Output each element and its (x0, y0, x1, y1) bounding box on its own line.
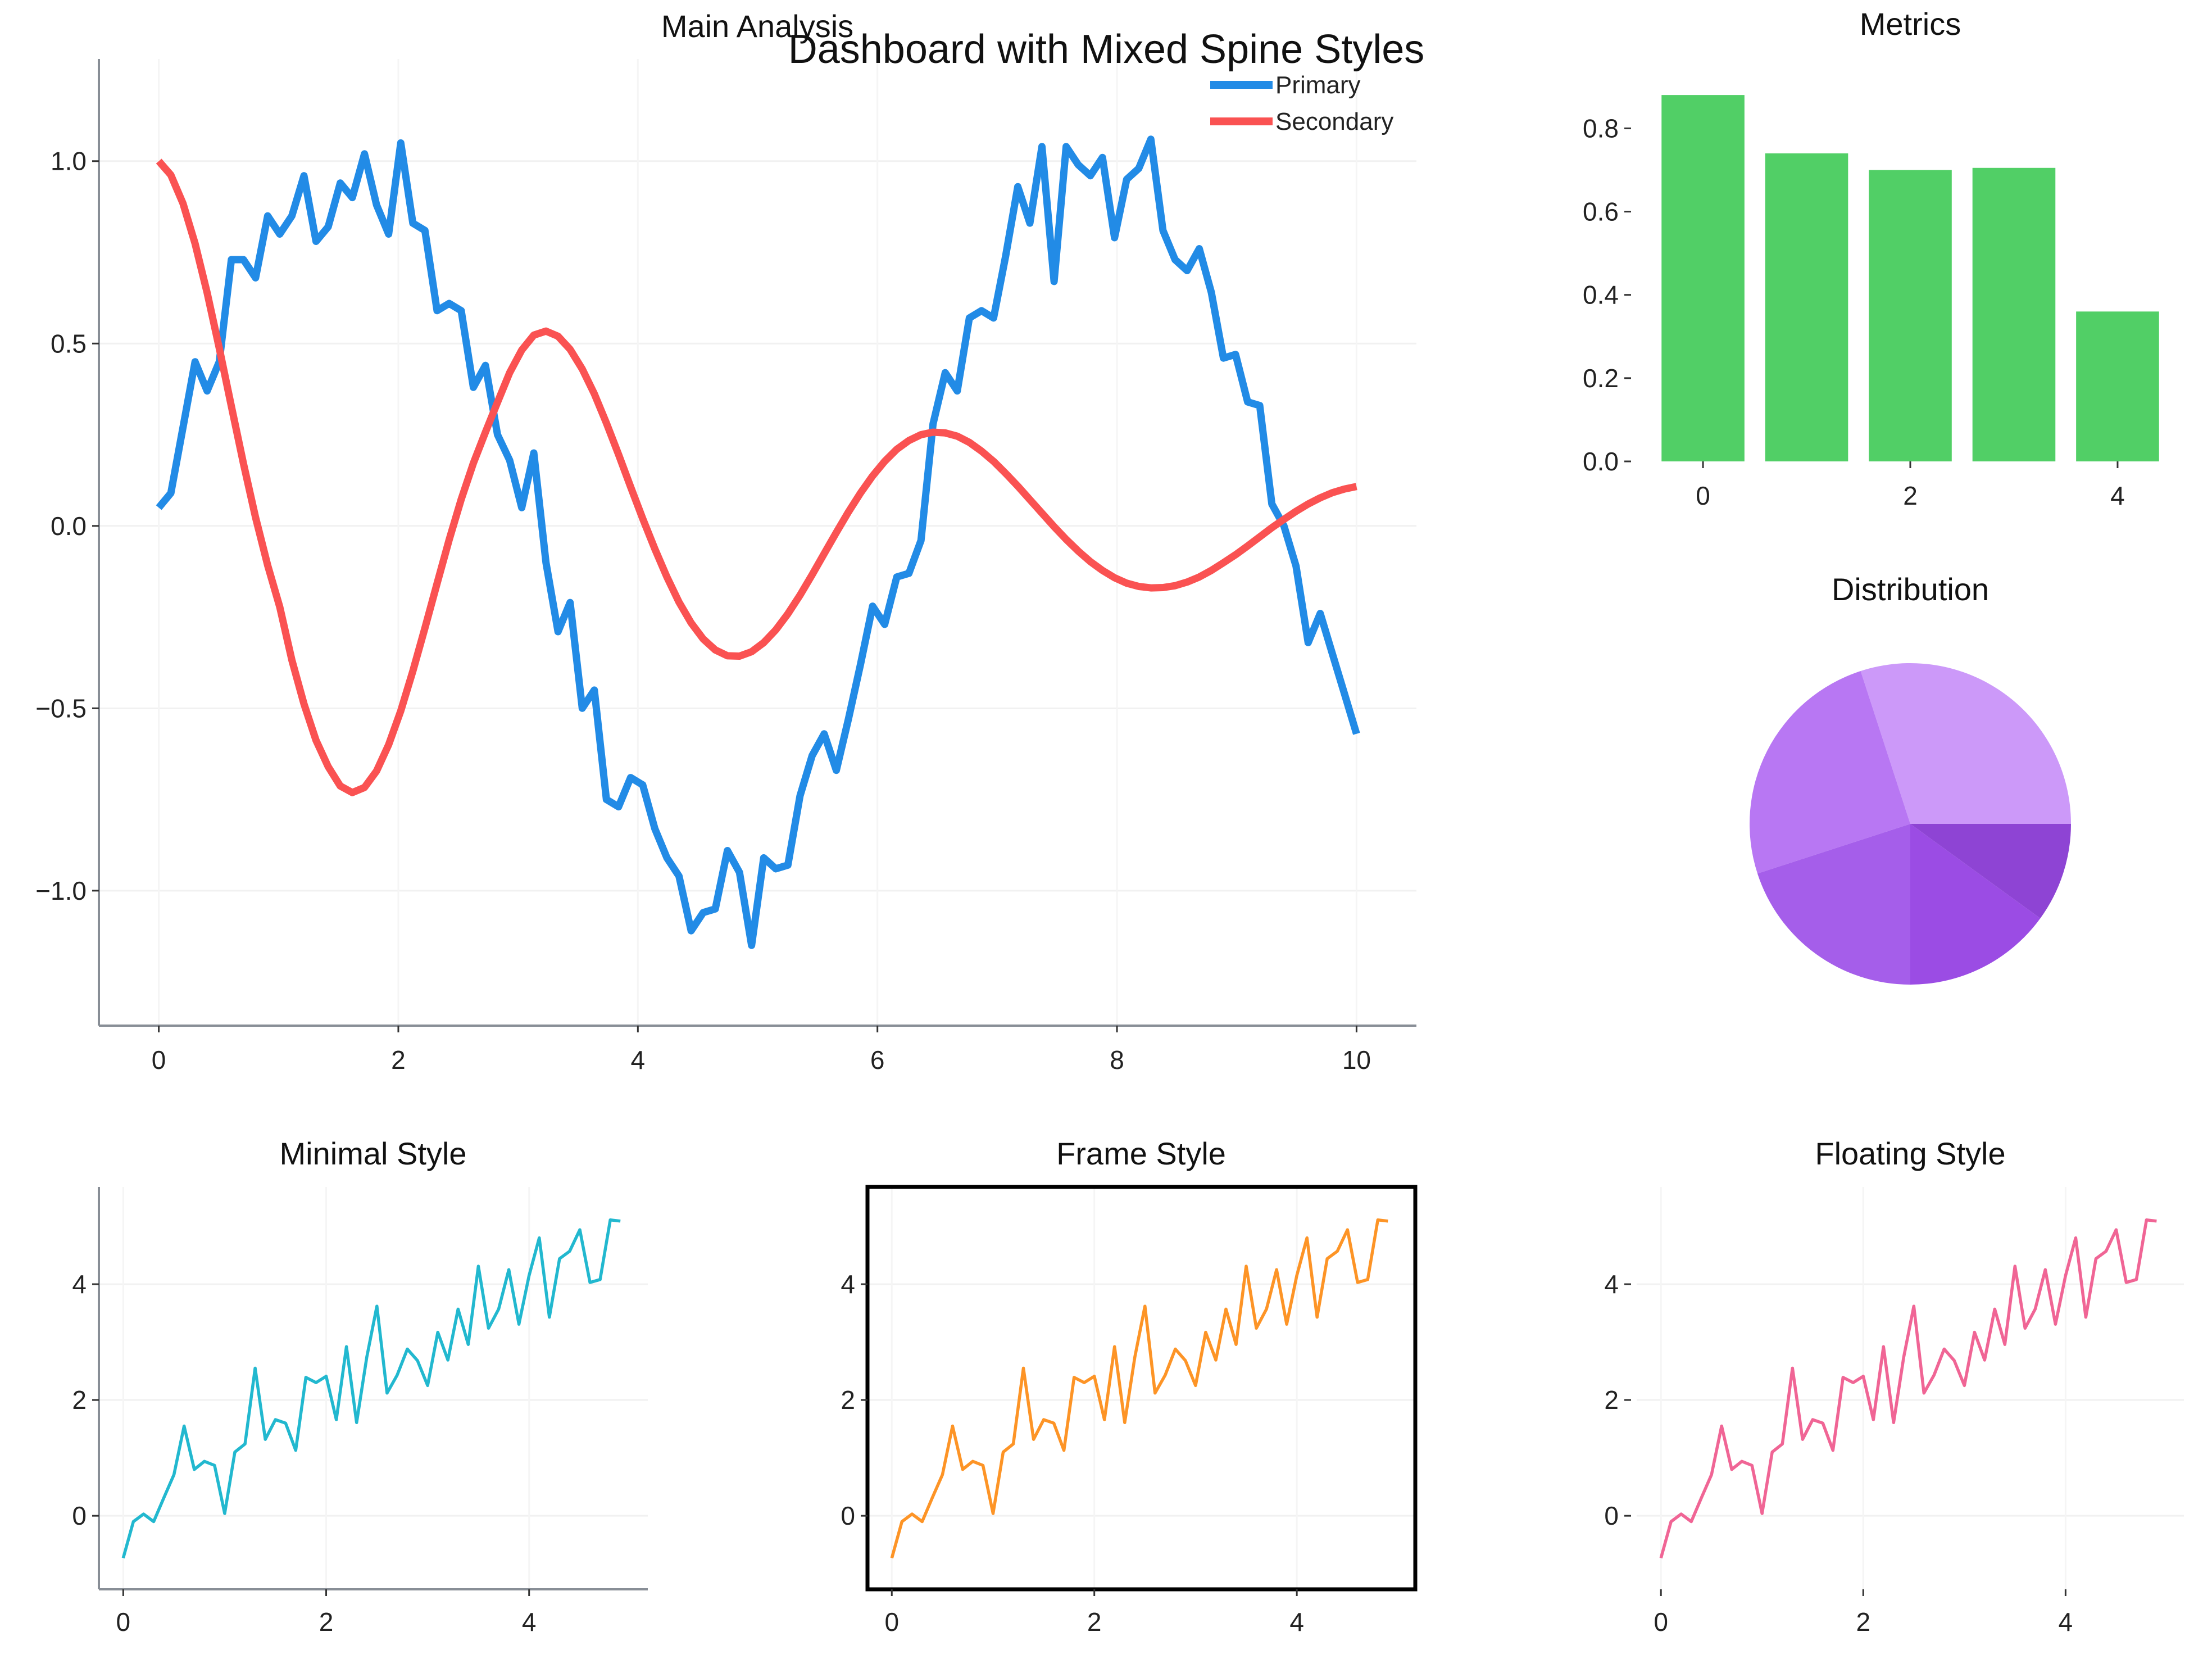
pie-slice (1860, 663, 2071, 824)
x-tick-label: 2 (391, 1045, 406, 1075)
x-tick-label: 2 (319, 1607, 334, 1637)
x-tick-label: 4 (631, 1045, 646, 1075)
x-tick-label: 0 (116, 1607, 131, 1637)
y-tick-label: 2 (1604, 1385, 1619, 1415)
chart-title: Minimal Style (280, 1136, 467, 1171)
series-line-primary (156, 135, 1360, 949)
y-tick-label: 0 (841, 1501, 855, 1530)
bar (2076, 311, 2159, 461)
figure-suptitle: Dashboard with Mixed Spine Styles (788, 27, 1425, 72)
y-tick-label: −1.0 (35, 876, 87, 905)
y-tick-label: 4 (1604, 1270, 1619, 1299)
series-line-trend (121, 1218, 621, 1559)
bar (1765, 153, 1848, 461)
x-tick-label: 2 (1087, 1607, 1102, 1637)
pie-slice (1757, 824, 1910, 985)
y-tick-label: 0 (1604, 1501, 1619, 1530)
legend-label-secondary: Secondary (1275, 108, 1393, 135)
chart-title: Main Analysis (661, 8, 853, 44)
y-tick-label: 1.0 (51, 147, 87, 176)
legend-label-primary: Primary (1275, 71, 1361, 99)
x-tick-label: 2 (1903, 481, 1918, 510)
y-tick-label: 4 (841, 1270, 855, 1299)
y-tick-label: 0.4 (1583, 280, 1619, 310)
y-tick-label: 0.6 (1583, 197, 1619, 226)
y-tick-label: 0.0 (1583, 447, 1619, 476)
y-tick-label: 4 (72, 1270, 87, 1299)
x-tick-label: 0 (152, 1045, 166, 1075)
bar (1661, 95, 1745, 461)
y-tick-label: 2 (72, 1385, 87, 1415)
y-tick-label: 0.8 (1583, 114, 1619, 143)
y-tick-label: 0.2 (1583, 364, 1619, 393)
bar (1972, 167, 2056, 461)
y-tick-label: 2 (841, 1385, 855, 1415)
x-tick-label: 8 (1110, 1045, 1124, 1075)
y-tick-label: 0 (72, 1501, 87, 1530)
chart-title: Frame Style (1056, 1136, 1226, 1171)
pie-slice (1750, 670, 1910, 874)
y-tick-label: 0.5 (51, 329, 87, 358)
x-tick-label: 2 (1856, 1607, 1870, 1637)
y-tick-label: −0.5 (35, 693, 87, 723)
x-tick-label: 4 (522, 1607, 537, 1637)
x-tick-label: 0 (1696, 481, 1710, 510)
x-tick-label: 0 (1654, 1607, 1668, 1637)
series-line-trend (890, 1218, 1388, 1559)
pie-slice (1910, 824, 2041, 985)
chart-title: Floating Style (1815, 1136, 2005, 1171)
y-tick-label: 0.0 (51, 511, 87, 541)
x-tick-label: 4 (1289, 1607, 1304, 1637)
chart-title: Distribution (1832, 572, 1989, 607)
pie-slice (1910, 824, 2071, 919)
x-tick-label: 4 (2110, 481, 2125, 510)
x-tick-label: 6 (870, 1045, 885, 1075)
x-tick-label: 10 (1342, 1045, 1371, 1075)
x-tick-label: 0 (884, 1607, 899, 1637)
chart-title: Metrics (1860, 6, 1961, 42)
spine-frame (865, 1185, 1418, 1592)
bar (1869, 170, 1952, 461)
series-line-trend (1659, 1218, 2157, 1559)
series-line-secondary (156, 158, 1357, 796)
x-tick-label: 4 (2059, 1607, 2073, 1637)
